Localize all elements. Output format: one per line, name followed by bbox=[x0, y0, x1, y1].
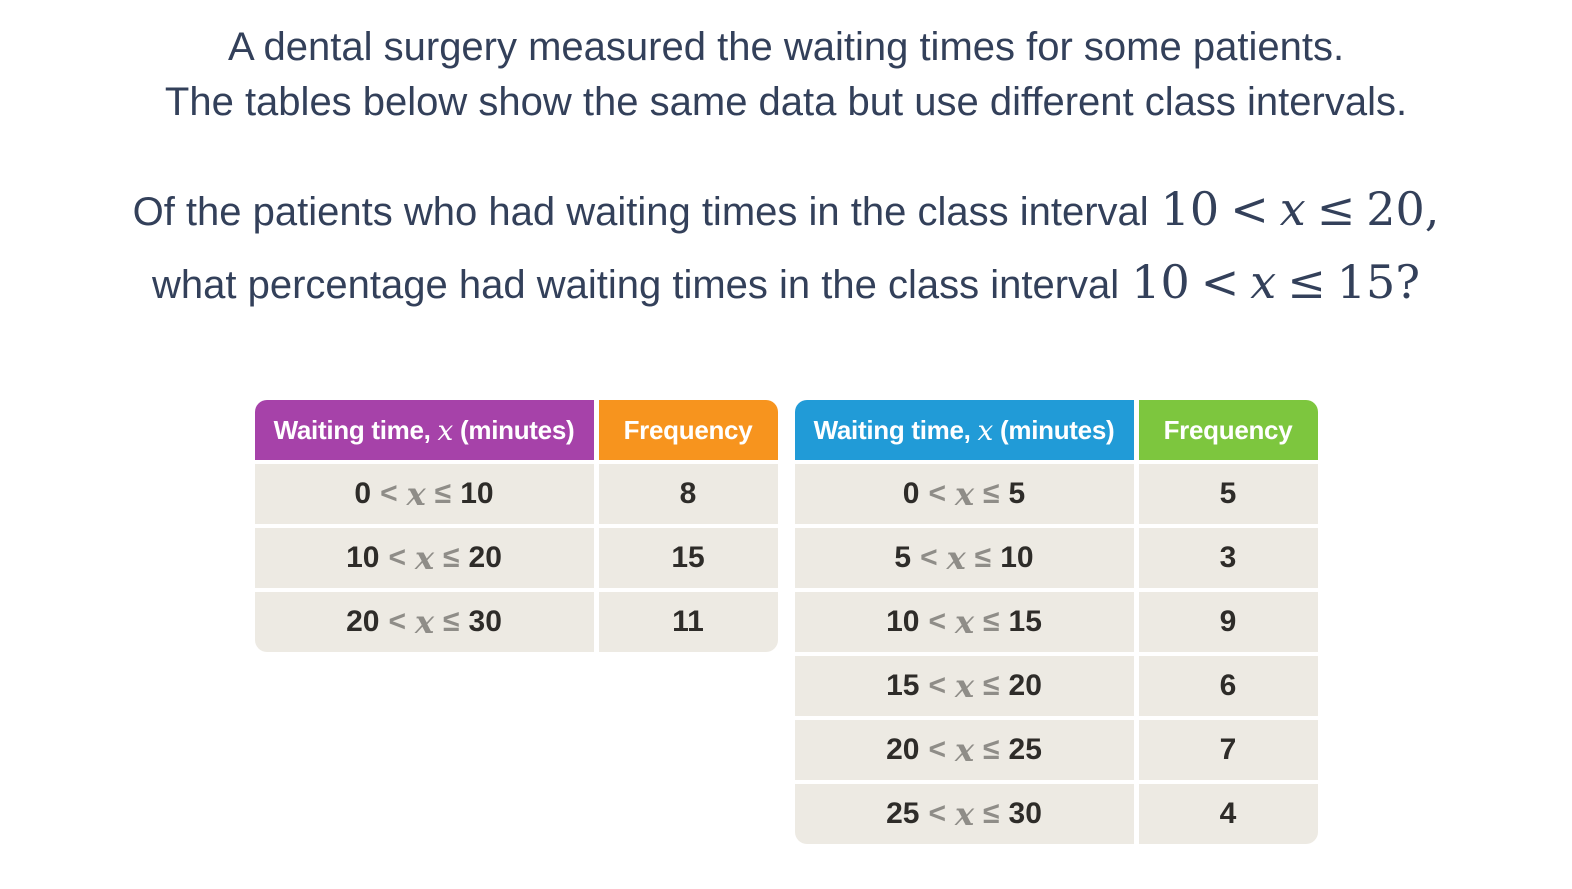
class-interval-cell: 20 < x ≤25 bbox=[794, 720, 1134, 780]
ask-line-2-punctuation: ? bbox=[1395, 255, 1420, 309]
waiting-time-column-header: Waiting time, x (minutes) bbox=[254, 400, 594, 460]
class-interval-cell: 25 < x ≤30 bbox=[794, 784, 1134, 844]
x-variable-symbol: x bbox=[977, 413, 994, 447]
x-variable-symbol: x bbox=[437, 413, 454, 447]
x-variable-symbol: x bbox=[414, 603, 435, 641]
class-interval-cell: 15 < x ≤20 bbox=[794, 656, 1134, 716]
ask-line-1-punctuation: , bbox=[1424, 182, 1440, 236]
class-interval-cell: 0 < x ≤10 bbox=[254, 464, 594, 524]
question-text-block: A dental surgery measured the waiting ti… bbox=[0, 0, 1572, 320]
class-interval-cell: 10 < x ≤20 bbox=[254, 528, 594, 588]
x-variable-symbol: x bbox=[946, 539, 966, 577]
frequency-column-header: Frequency bbox=[598, 400, 778, 460]
question-ask-block: Of the patients who had waiting times in… bbox=[0, 174, 1572, 320]
frequency-value-cell: 5 bbox=[1138, 464, 1318, 524]
frequency-table-ten-minute-intervals: Waiting time, x (minutes) Frequency 0 < x ≤10… bbox=[254, 400, 778, 652]
waiting-time-column-header: Waiting time, x (minutes) bbox=[794, 400, 1134, 460]
x-variable-symbol: x bbox=[954, 667, 975, 705]
x-variable-symbol: x bbox=[414, 539, 435, 577]
frequency-value-cell: 6 bbox=[1138, 656, 1318, 716]
x-variable-symbol: x bbox=[406, 475, 426, 513]
frequency-value-cell: 9 bbox=[1138, 592, 1318, 652]
question-ask-line-2: what percentage had waiting times in the… bbox=[0, 247, 1572, 320]
class-interval-cell: 5 < x ≤10 bbox=[794, 528, 1134, 588]
frequency-table-five-minute-intervals: Waiting time, x (minutes) Frequency 0 < x ≤5 5… bbox=[794, 400, 1318, 844]
x-variable-symbol: x bbox=[954, 603, 975, 641]
ask-line-2-text: what percentage had waiting times in the… bbox=[152, 263, 1120, 307]
frequency-value-cell: 15 bbox=[598, 528, 778, 588]
frequency-column-header: Frequency bbox=[1138, 400, 1318, 460]
ask-line-1-text: Of the patients who had waiting times in… bbox=[132, 190, 1149, 234]
class-interval-cell: 10 < x ≤15 bbox=[794, 592, 1134, 652]
question-page: A dental surgery measured the waiting ti… bbox=[0, 0, 1572, 844]
x-variable-symbol: x bbox=[954, 795, 975, 833]
question-ask-line-1: Of the patients who had waiting times in… bbox=[0, 174, 1572, 247]
interval-expression-asked: 10 < x ≤15? bbox=[1131, 255, 1420, 309]
frequency-value-cell: 3 bbox=[1138, 528, 1318, 588]
frequency-value-cell: 8 bbox=[598, 464, 778, 524]
x-variable-symbol: x bbox=[954, 731, 975, 769]
class-interval-cell: 20 < x ≤30 bbox=[254, 592, 594, 652]
frequency-value-cell: 11 bbox=[598, 592, 778, 652]
frequency-value-cell: 7 bbox=[1138, 720, 1318, 780]
class-interval-cell: 0 < x ≤5 bbox=[794, 464, 1134, 524]
interval-expression-given: 10 < x ≤20, bbox=[1160, 182, 1440, 236]
question-intro-line-2: The tables below show the same data but … bbox=[164, 80, 1408, 124]
frequency-value-cell: 4 bbox=[1138, 784, 1318, 844]
tables-area: Waiting time, x (minutes) Frequency 0 < x ≤10… bbox=[0, 400, 1572, 844]
question-intro-line-1: A dental surgery measured the waiting ti… bbox=[227, 25, 1345, 69]
x-variable-symbol: x bbox=[954, 475, 975, 513]
